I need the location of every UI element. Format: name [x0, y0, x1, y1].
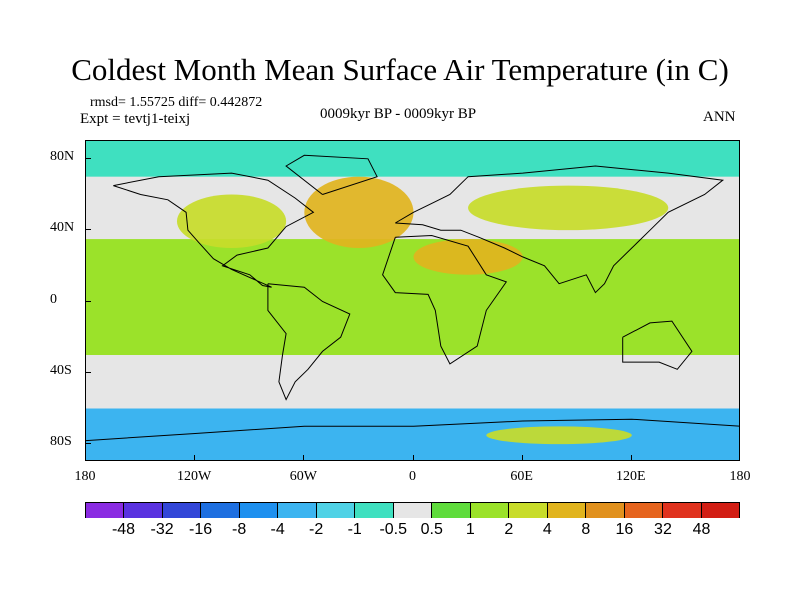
x-tick-label: 0: [409, 469, 416, 484]
colorbar-label: -48: [111, 521, 136, 538]
coastline-5: [285, 154, 378, 195]
coastline-4: [622, 320, 693, 370]
region-sahara-arabia-warm: [413, 239, 523, 275]
experiment-text: Expt = tevtj1-teixj: [80, 111, 191, 127]
colorbar-label: -32: [150, 521, 174, 538]
coastline-2: [382, 234, 508, 365]
region-north-atlantic-warm: [304, 176, 414, 248]
x-tick-mark: [303, 455, 305, 461]
colorbar-label: -8: [231, 521, 247, 538]
colorbar-swatch: [201, 503, 240, 518]
y-tick-label: 40S: [50, 362, 72, 378]
colorbar-label: 4: [542, 521, 552, 538]
colorbar-swatch: [278, 503, 317, 518]
coastline-0: [113, 172, 315, 288]
colorbar-label: 0.5: [420, 521, 443, 538]
colorbar-label: -2: [309, 521, 324, 538]
y-tick-mark: [85, 229, 91, 231]
x-tick-mark: [630, 455, 632, 461]
x-tick-mark: [85, 455, 86, 461]
season-text: ANN: [703, 109, 736, 125]
colorbar-label: 2: [504, 521, 514, 538]
y-tick-label: 80S: [50, 434, 72, 450]
x-tick-label: 60E: [510, 469, 533, 484]
colorbar-label: -0.5: [379, 521, 408, 538]
colorbar-swatch: [355, 503, 394, 518]
colorbar-swatch: [432, 503, 471, 518]
colorbar-swatch: [162, 503, 202, 518]
colorbar-label: 8: [581, 521, 591, 538]
x-tick-mark: [739, 455, 740, 461]
colorbar-swatch: [316, 503, 356, 518]
region-southern-ocean-neutral: [86, 363, 739, 400]
coastline-3: [395, 165, 725, 294]
map-panel: [85, 140, 740, 461]
region-tropics-band: [86, 239, 739, 355]
y-tick-label: 40N: [50, 220, 75, 236]
period-text: 0009kyr BP - 0009kyr BP: [320, 106, 477, 122]
colorbar-label: 1: [465, 521, 475, 538]
temperature-field: [86, 141, 739, 460]
colorbar-swatch: [547, 503, 587, 518]
region-indian-ocean-south-warm: [486, 426, 632, 445]
y-tick-label: 80N: [50, 148, 75, 164]
colorbar-label: 16: [615, 521, 634, 538]
y-tick-mark: [85, 300, 91, 302]
colorbar-label: -16: [189, 521, 213, 538]
region-arctic-cool: [86, 141, 739, 177]
y-tick-mark: [85, 371, 91, 373]
colorbar-swatch: [586, 503, 625, 518]
colorbar-swatch: [624, 503, 664, 518]
colorbar-label: -4: [270, 521, 285, 538]
colorbar-label: 48: [692, 521, 711, 538]
x-tick-mark: [412, 455, 414, 461]
y-tick-mark: [85, 443, 91, 445]
stats-text: rmsd= 1.55725 diff= 0.442872: [90, 95, 263, 110]
x-tick-label: 120E: [616, 469, 646, 484]
y-tick-mark: [85, 157, 91, 159]
colorbar-swatch: [509, 503, 548, 518]
colorbar-label: -1: [347, 521, 362, 538]
y-tick-label: 0: [50, 291, 57, 307]
colorbar-label: 32: [654, 521, 672, 538]
colorbar: [85, 502, 740, 518]
x-tick-label: 180: [729, 469, 751, 484]
x-tick-label: 60W: [289, 469, 317, 484]
colorbar-swatch: [663, 503, 702, 518]
colorbar-swatch: [239, 503, 279, 518]
figure-title: Coldest Month Mean Surface Air Temperatu…: [71, 52, 729, 87]
x-tick-label: 180: [74, 469, 96, 484]
colorbar-swatch: [470, 503, 510, 518]
colorbar-swatch: [393, 503, 433, 518]
colorbar-swatch: [85, 503, 125, 518]
x-tick-mark: [521, 455, 523, 461]
coastline-6: [86, 418, 739, 442]
colorbar-swatch: [701, 503, 740, 518]
x-tick-label: 120W: [177, 469, 212, 484]
x-tick-mark: [194, 455, 196, 461]
coastline-1: [267, 283, 351, 401]
region-eurasia-warm: [468, 185, 669, 231]
colorbar-swatch: [124, 503, 163, 518]
region-north-america-warm: [176, 194, 287, 248]
